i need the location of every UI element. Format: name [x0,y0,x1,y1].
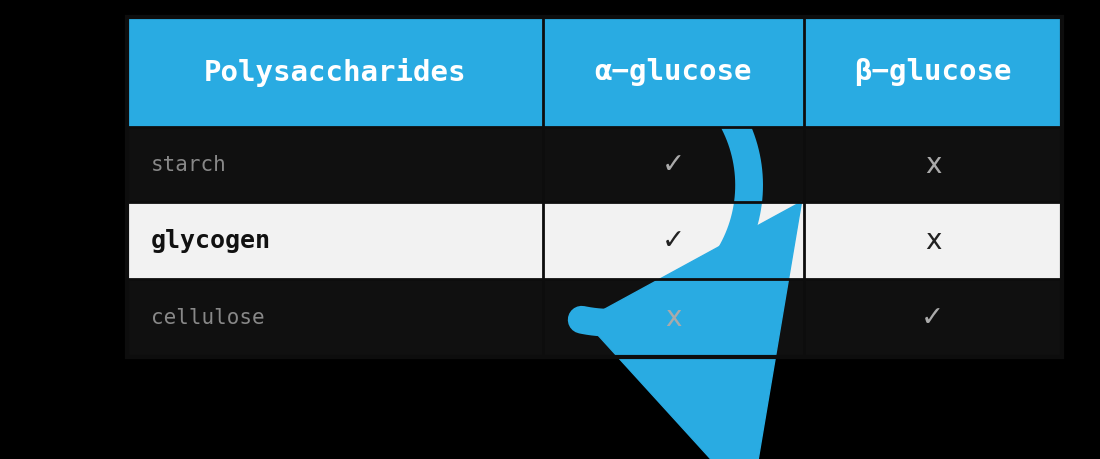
Text: Polysaccharides: Polysaccharides [204,58,465,87]
Text: x: x [925,151,942,179]
Text: ✓: ✓ [922,304,945,332]
Bar [804,279,1062,357]
Bar [126,128,542,202]
Bar [126,202,542,279]
Bar [804,202,1062,279]
Text: x: x [666,304,682,332]
Text: α−glucose: α−glucose [595,58,752,86]
Bar [804,128,1062,202]
Text: ✓: ✓ [662,227,685,255]
Bar [126,17,542,128]
Bar [126,279,542,357]
Text: x: x [925,227,942,255]
Bar [542,279,804,357]
Text: ✓: ✓ [662,151,685,179]
Bar [542,128,804,202]
Text: cellulose: cellulose [151,308,264,328]
Text: starch: starch [151,155,227,175]
Bar [542,202,804,279]
Bar [804,17,1062,128]
Text: β−glucose: β−glucose [855,58,1012,86]
Text: glycogen: glycogen [151,229,271,252]
Bar [542,17,804,128]
